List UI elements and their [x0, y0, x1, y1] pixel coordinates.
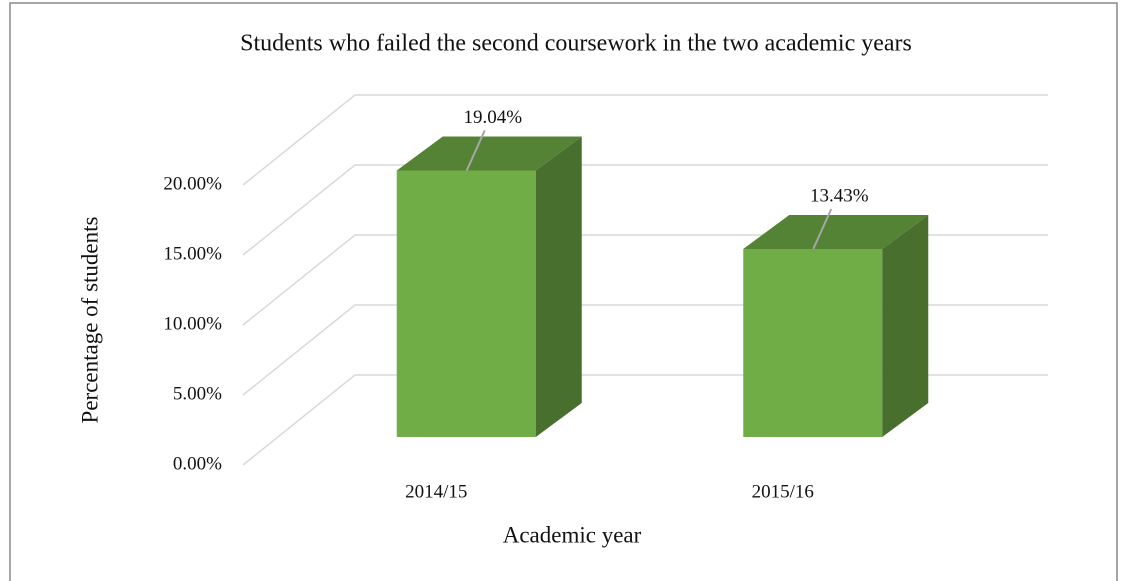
bar: [743, 248, 883, 437]
y-tick-label: 20.00%: [163, 173, 222, 194]
x-axis-title: Academic year: [503, 522, 642, 547]
x-tick-label: 2015/16: [752, 481, 814, 502]
y-tick-label: 0.00%: [173, 453, 222, 474]
chart-title: Students who failed the second coursewor…: [240, 31, 912, 57]
data-label: 13.43%: [810, 185, 869, 206]
bar: [396, 170, 536, 437]
leader-line: [812, 208, 833, 250]
leader-line: [465, 130, 486, 171]
data-label: 19.04%: [463, 107, 522, 128]
bar-top: [743, 214, 929, 249]
y-axis-title: Percentage of students: [77, 216, 102, 423]
y-tick-label: 15.00%: [163, 243, 222, 264]
y-tick-label: 10.00%: [163, 313, 222, 334]
grid-line: [242, 164, 1048, 256]
bar-side: [882, 214, 929, 437]
grid-line: [242, 94, 1048, 186]
y-tick-label: 5.00%: [173, 383, 222, 404]
x-tick-label: 2014/15: [405, 481, 467, 502]
bar-top: [396, 136, 582, 171]
bar-side: [535, 136, 582, 437]
